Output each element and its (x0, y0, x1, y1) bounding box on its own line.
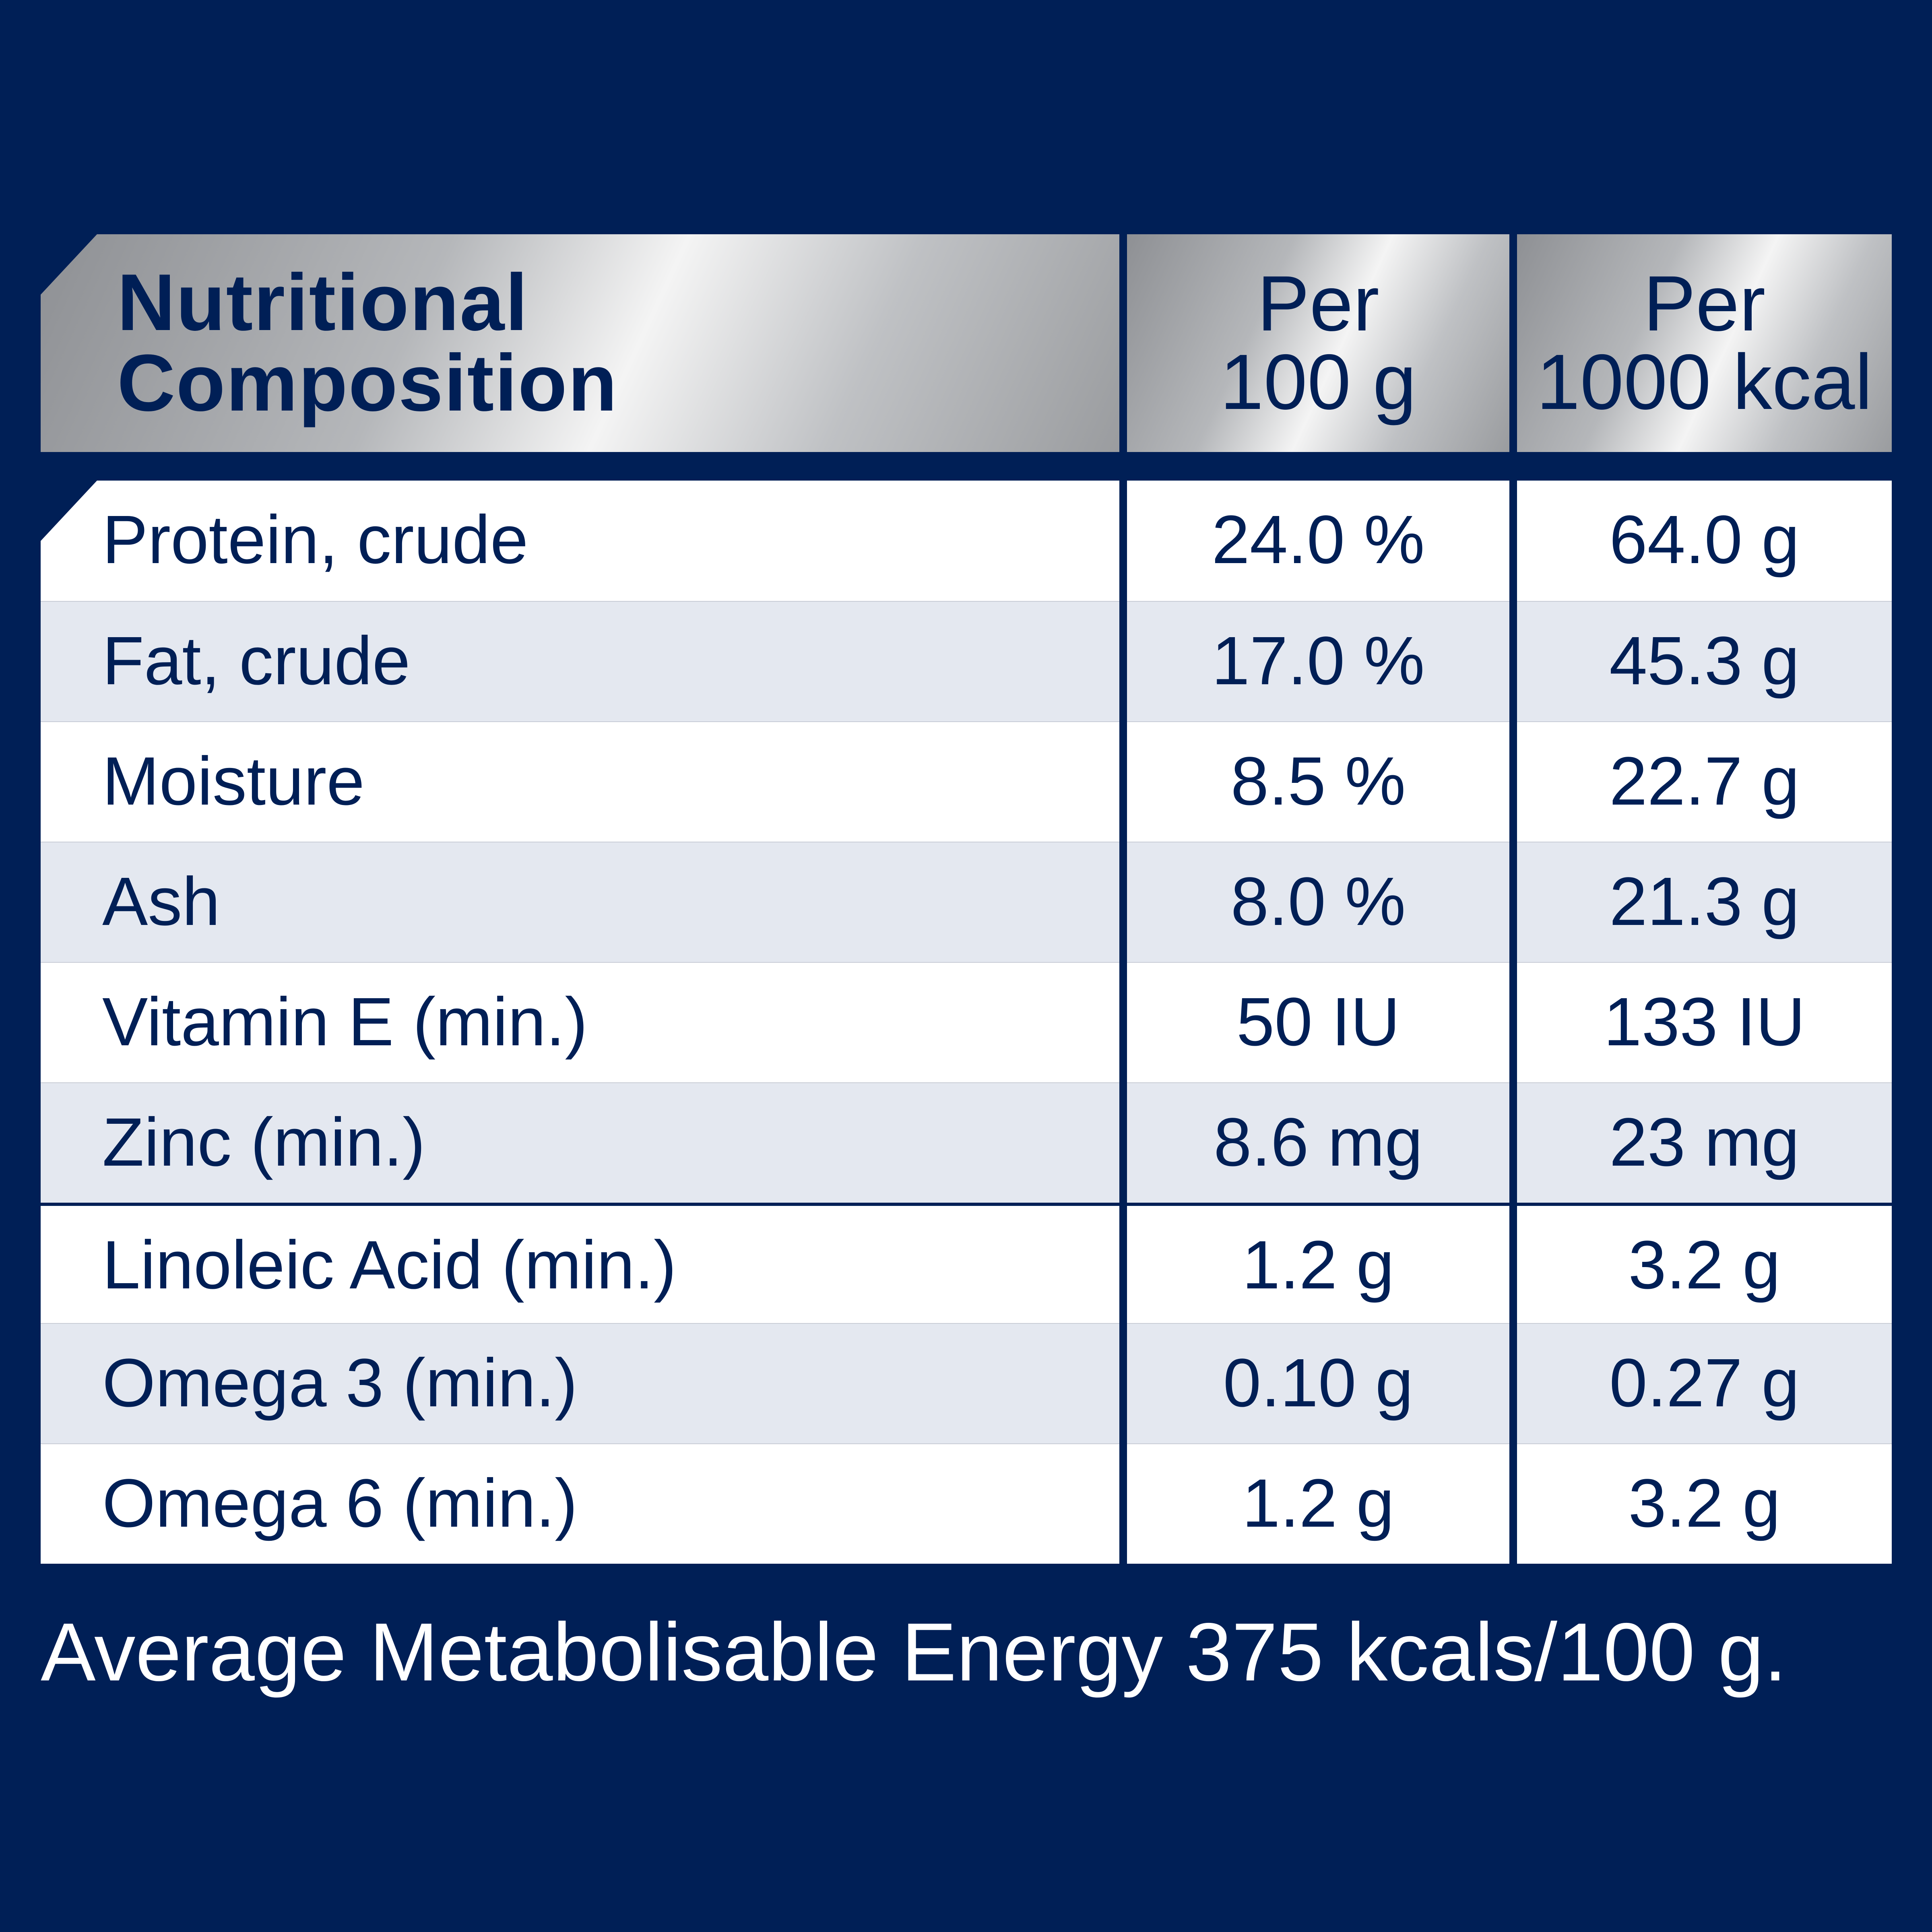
value-per-100g: 1.2 g (1242, 1465, 1395, 1542)
value-per-1000kcal-cell: 23 mg (1517, 1082, 1892, 1203)
value-per-100g-cell: 8.0 % (1127, 842, 1509, 962)
nutrient-name-cell: Omega 6 (min.) (41, 1443, 1119, 1564)
value-per-100g: 24.0 % (1212, 502, 1425, 578)
table-row: Zinc (min.) 8.6 mg 23 mg (41, 1082, 1892, 1203)
table-row: Omega 3 (min.) 0.10 g 0.27 g (41, 1323, 1892, 1443)
value-per-100g: 8.0 % (1230, 863, 1406, 940)
header-title-cell: Nutritional Composition (41, 234, 1119, 452)
nutrient-name-cell: Moisture (41, 721, 1119, 842)
value-per-1000kcal: 3.2 g (1628, 1227, 1781, 1303)
value-per-1000kcal-cell: 64.0 g (1517, 481, 1892, 601)
table-row: Linoleic Acid (min.) 1.2 g 3.2 g (41, 1203, 1892, 1323)
table-title: Nutritional Composition (117, 262, 618, 423)
table-row: Protein, crude 24.0 % 64.0 g (41, 481, 1892, 601)
value-per-100g-cell: 17.0 % (1127, 601, 1509, 721)
nutrient-name: Omega 3 (min.) (102, 1345, 578, 1421)
col2-line-2: 100 g (1220, 338, 1416, 426)
nutrient-name: Ash (102, 863, 220, 940)
energy-footnote: Average Metabolisable Energy 375 kcals/1… (41, 1606, 1787, 1698)
value-per-1000kcal-cell: 22.7 g (1517, 721, 1892, 842)
value-per-100g-cell: 24.0 % (1127, 481, 1509, 601)
col2-line-1: Per (1257, 260, 1379, 347)
nutrient-name-cell: Vitamin E (min.) (41, 962, 1119, 1082)
nutrient-name: Linoleic Acid (min.) (102, 1227, 677, 1303)
table-row: Moisture 8.5 % 22.7 g (41, 721, 1892, 842)
table-body: Protein, crude 24.0 % 64.0 g Fat, crude 17.0… (41, 481, 1892, 1565)
value-per-1000kcal: 23 mg (1609, 1104, 1800, 1181)
value-per-100g-cell: 8.5 % (1127, 721, 1509, 842)
nutrient-name: Fat, crude (102, 623, 411, 699)
col3-line-1: Per (1643, 260, 1766, 347)
value-per-1000kcal-cell: 133 IU (1517, 962, 1892, 1082)
value-per-1000kcal: 3.2 g (1628, 1465, 1781, 1542)
value-per-1000kcal-cell: 0.27 g (1517, 1323, 1892, 1443)
table-row: Vitamin E (min.) 50 IU 133 IU (41, 962, 1892, 1082)
nutrient-name-cell: Ash (41, 842, 1119, 962)
nutrient-name: Vitamin E (min.) (102, 984, 588, 1060)
nutrient-name-cell: Protein, crude (41, 481, 1119, 601)
table-row: Omega 6 (min.) 1.2 g 3.2 g (41, 1443, 1892, 1564)
table-header: Nutritional Composition Per 100 g Per 10… (41, 234, 1892, 452)
value-per-1000kcal: 0.27 g (1609, 1345, 1800, 1421)
value-per-100g: 8.6 mg (1214, 1104, 1423, 1181)
nutrient-name-cell: Zinc (min.) (41, 1082, 1119, 1203)
value-per-100g: 17.0 % (1212, 623, 1425, 699)
nutrient-name: Protein, crude (102, 502, 528, 578)
table-row: Ash 8.0 % 21.3 g (41, 842, 1892, 962)
value-per-100g: 50 IU (1236, 984, 1400, 1060)
value-per-1000kcal: 64.0 g (1609, 502, 1800, 578)
header-per-100g: Per 100 g (1127, 234, 1509, 452)
value-per-1000kcal-cell: 3.2 g (1517, 1203, 1892, 1323)
nutrient-name: Omega 6 (min.) (102, 1465, 578, 1542)
value-per-100g-cell: 1.2 g (1127, 1203, 1509, 1323)
value-per-1000kcal-cell: 3.2 g (1517, 1443, 1892, 1564)
value-per-1000kcal: 133 IU (1604, 984, 1805, 1060)
value-per-100g-cell: 8.6 mg (1127, 1082, 1509, 1203)
col3-line-2: 1000 kcal (1536, 338, 1872, 426)
value-per-100g: 1.2 g (1242, 1227, 1395, 1303)
value-per-1000kcal: 22.7 g (1609, 743, 1800, 819)
title-line-2: Composition (117, 338, 618, 428)
nutrient-name-cell: Linoleic Acid (min.) (41, 1203, 1119, 1323)
value-per-100g: 0.10 g (1223, 1345, 1414, 1421)
value-per-1000kcal-cell: 21.3 g (1517, 842, 1892, 962)
value-per-100g-cell: 50 IU (1127, 962, 1509, 1082)
value-per-100g-cell: 1.2 g (1127, 1443, 1509, 1564)
nutrient-name-cell: Fat, crude (41, 601, 1119, 721)
value-per-1000kcal: 45.3 g (1609, 623, 1800, 699)
nutrient-name: Moisture (102, 743, 365, 819)
nutrient-name: Zinc (min.) (102, 1104, 425, 1181)
value-per-1000kcal: 21.3 g (1609, 863, 1800, 940)
header-per-1000kcal: Per 1000 kcal (1517, 234, 1892, 452)
nutrient-name-cell: Omega 3 (min.) (41, 1323, 1119, 1443)
table-row: Fat, crude 17.0 % 45.3 g (41, 601, 1892, 721)
value-per-100g-cell: 0.10 g (1127, 1323, 1509, 1443)
title-line-1: Nutritional (117, 258, 528, 347)
value-per-1000kcal-cell: 45.3 g (1517, 601, 1892, 721)
value-per-100g: 8.5 % (1230, 743, 1406, 819)
